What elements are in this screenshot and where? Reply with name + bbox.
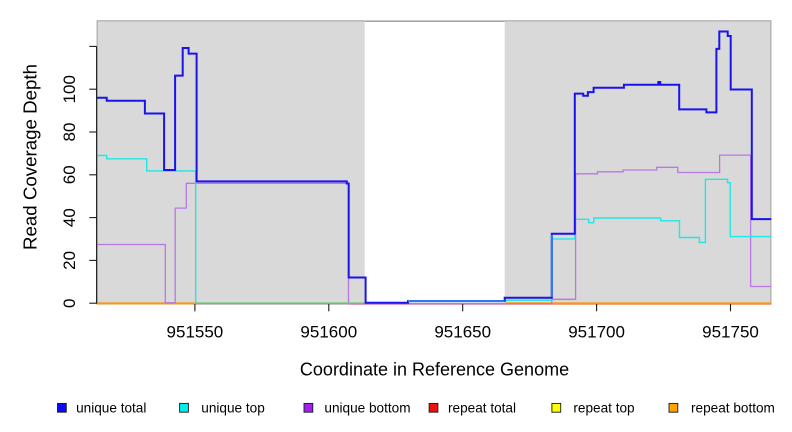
svg-text:951650: 951650 (434, 323, 491, 342)
svg-text:repeat total: repeat total (448, 400, 516, 415)
svg-text:unique top: unique top (201, 400, 264, 415)
svg-text:0: 0 (60, 298, 79, 307)
svg-text:951750: 951750 (702, 323, 759, 342)
svg-text:40: 40 (60, 208, 79, 227)
svg-text:100: 100 (60, 75, 79, 103)
svg-text:unique bottom: unique bottom (324, 400, 410, 415)
svg-text:repeat bottom: repeat bottom (691, 400, 775, 415)
svg-text:60: 60 (60, 165, 79, 184)
svg-text:Read Coverage Depth: Read Coverage Depth (20, 64, 41, 250)
svg-text:951550: 951550 (167, 323, 224, 342)
svg-text:Coordinate in Reference Genome: Coordinate in Reference Genome (300, 360, 569, 380)
svg-text:951600: 951600 (300, 323, 357, 342)
svg-text:951700: 951700 (568, 323, 625, 342)
svg-text:20: 20 (60, 251, 79, 270)
svg-text:80: 80 (60, 123, 79, 142)
svg-text:repeat top: repeat top (573, 400, 634, 415)
svg-text:unique total: unique total (76, 400, 146, 415)
